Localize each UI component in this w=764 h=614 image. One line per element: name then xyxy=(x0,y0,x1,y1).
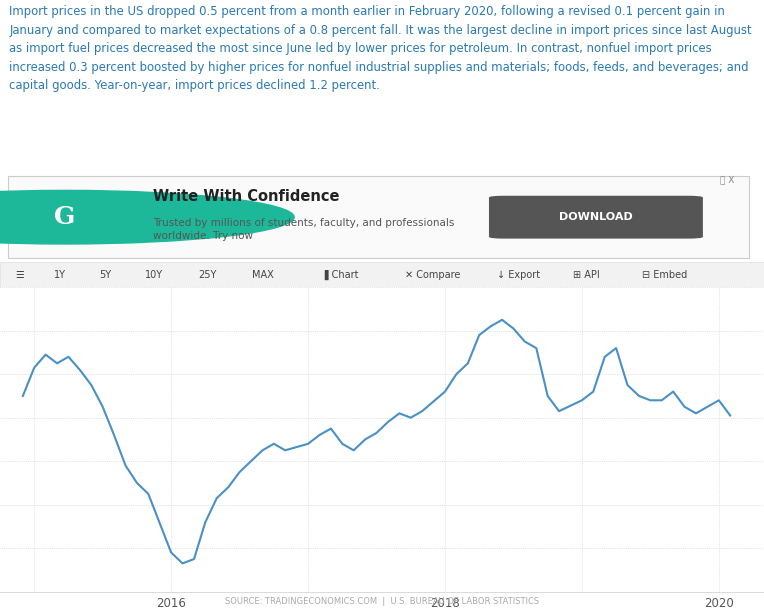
Text: 25Y: 25Y xyxy=(199,270,217,279)
Text: 1Y: 1Y xyxy=(53,270,66,279)
Text: 10Y: 10Y xyxy=(145,270,163,279)
Text: ▐ Chart: ▐ Chart xyxy=(321,270,358,279)
Text: Import prices in the US dropped 0.5 percent from a month earlier in February 202: Import prices in the US dropped 0.5 perc… xyxy=(9,5,752,92)
FancyBboxPatch shape xyxy=(8,176,749,258)
Text: MAX: MAX xyxy=(252,270,274,279)
Text: SOURCE: TRADINGECONOMICS.COM  |  U.S. BUREAU OF LABOR STATISTICS: SOURCE: TRADINGECONOMICS.COM | U.S. BURE… xyxy=(225,597,539,606)
Text: G: G xyxy=(54,205,76,229)
Circle shape xyxy=(0,190,294,244)
Text: ⊟ Embed: ⊟ Embed xyxy=(642,270,687,279)
Text: ↓ Export: ↓ Export xyxy=(497,270,539,279)
Text: ✕ Compare: ✕ Compare xyxy=(405,270,460,279)
Text: ⊞ API: ⊞ API xyxy=(573,270,600,279)
Text: 5Y: 5Y xyxy=(99,270,112,279)
Text: ⓘ X: ⓘ X xyxy=(720,175,734,184)
FancyBboxPatch shape xyxy=(0,262,764,287)
Text: ☰: ☰ xyxy=(15,270,24,279)
Text: Trusted by millions of students, faculty, and professionals
worldwide. Try now: Trusted by millions of students, faculty… xyxy=(153,218,454,241)
Text: DOWNLOAD: DOWNLOAD xyxy=(559,212,633,222)
FancyBboxPatch shape xyxy=(489,196,703,239)
Text: Write With Confidence: Write With Confidence xyxy=(153,189,339,204)
